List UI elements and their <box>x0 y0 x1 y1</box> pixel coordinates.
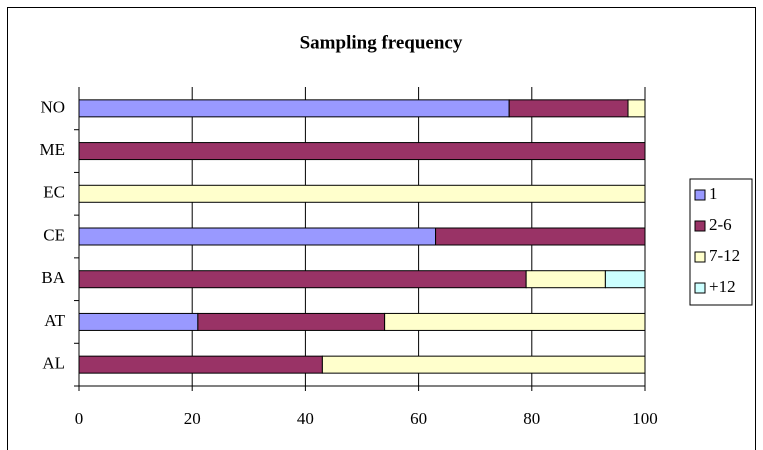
x-tick-label: 60 <box>410 409 427 428</box>
legend-swatch <box>694 220 706 232</box>
bar-segment <box>78 184 646 203</box>
legend-swatch <box>694 189 706 201</box>
bar-segment <box>78 312 199 331</box>
bar-segment <box>525 270 606 289</box>
legend-label: 2-6 <box>709 215 732 234</box>
bar-segment <box>78 355 323 374</box>
bar-segment <box>78 227 437 246</box>
chart-title: Sampling frequency <box>300 32 463 53</box>
x-tick-label: 100 <box>632 409 658 428</box>
legend-swatch <box>694 282 706 294</box>
x-tick-label: 80 <box>523 409 540 428</box>
legend-label: +12 <box>709 277 736 296</box>
bar-segment <box>384 312 646 331</box>
x-tick-label: 40 <box>297 409 314 428</box>
x-tick-label: 20 <box>184 409 201 428</box>
y-tick-label: NO <box>40 97 65 116</box>
y-tick-label: BA <box>41 268 65 287</box>
y-tick-label: AT <box>44 311 65 330</box>
bar-segment <box>78 99 510 118</box>
bar-segment <box>78 142 646 161</box>
bar-segment <box>627 99 646 118</box>
legend-swatch <box>694 251 706 263</box>
bar-segment <box>321 355 646 374</box>
legend-label: 7-12 <box>709 246 740 265</box>
y-tick-label: EC <box>43 183 65 202</box>
bar-segment <box>78 270 527 289</box>
bar-segment <box>604 270 646 289</box>
bar-segment <box>197 312 386 331</box>
y-tick-label: CE <box>43 225 65 244</box>
y-tick-label: AL <box>42 354 65 373</box>
y-tick-label: ME <box>40 140 66 159</box>
bar-segment <box>508 99 629 118</box>
bar-segment <box>435 227 646 246</box>
x-tick-label: 0 <box>75 409 84 428</box>
legend-label: 1 <box>709 184 718 203</box>
